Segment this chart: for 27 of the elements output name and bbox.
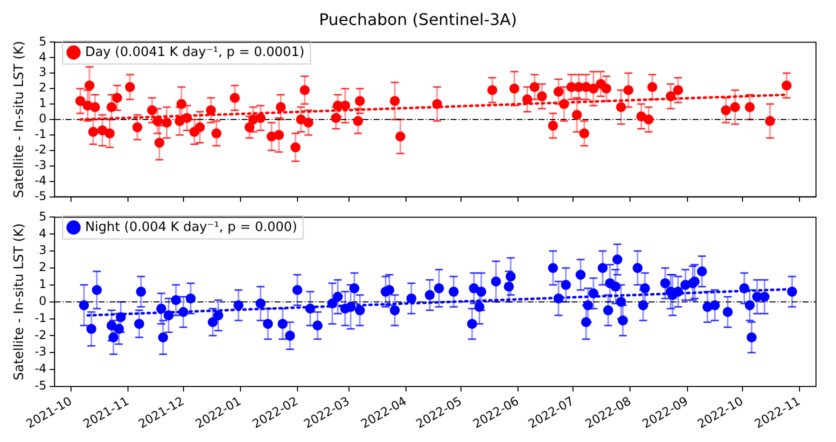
- y-tick-label: -5: [34, 188, 47, 203]
- y-tick-label: 0: [38, 112, 47, 126]
- y-tick-label: -2: [34, 142, 47, 157]
- y-tick-label: 2: [38, 260, 47, 274]
- y-tick-label: 5: [38, 34, 47, 48]
- y-tick-label: -4: [34, 173, 47, 188]
- y-tick-label: 2: [38, 80, 47, 95]
- y-tick-label: -3: [34, 344, 47, 359]
- y-tick-label: 5: [38, 209, 47, 224]
- y-tick-label: -1: [34, 127, 47, 142]
- chart-title: Puechabon (Sentinel-3A): [318, 9, 518, 31]
- y-tick-label: 1: [38, 96, 47, 110]
- y-tick-label: 3: [38, 65, 47, 80]
- y-tick-label: -3: [34, 158, 47, 172]
- y-tick-label: 1: [38, 277, 47, 292]
- y-tick-label: -2: [34, 328, 47, 342]
- y-tick-label: 0: [38, 294, 47, 308]
- y-tick-label: -4: [34, 362, 47, 376]
- y-tick-label: 3: [38, 243, 47, 258]
- legend-label: Day (0.0041 K day⁻¹, p = 0.0001): [85, 44, 304, 60]
- legend-label: Night (0.004 K day⁻¹, p = 0.000): [85, 220, 298, 235]
- y-tick-label: -1: [34, 310, 47, 325]
- y-tick-label: 4: [38, 50, 47, 64]
- y-axis-title: Satellite - In-situ LST (K): [12, 223, 28, 380]
- y-axis-title: Satellite - In-situ LST (K): [12, 40, 28, 198]
- y-tick-label: 4: [38, 226, 47, 240]
- y-tick-label: -5: [34, 378, 47, 393]
